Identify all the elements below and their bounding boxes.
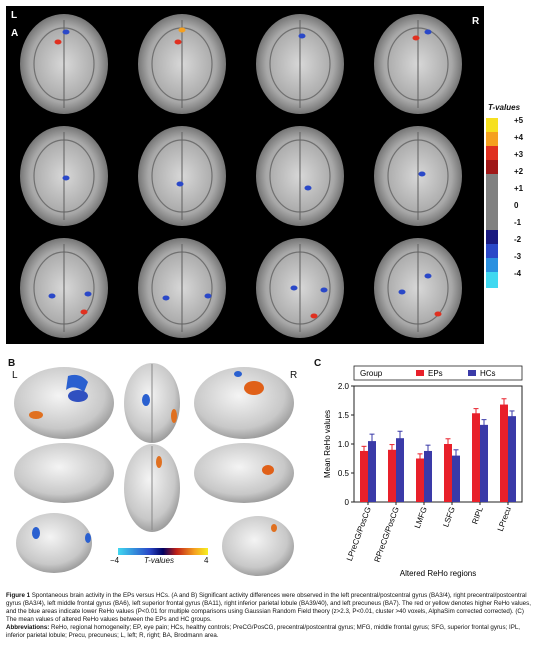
legend: Group EPs HCs: [353, 365, 523, 381]
x-tick-label: LPreCG/PosCG: [345, 506, 373, 563]
panel-b-label: B: [8, 358, 16, 369]
colorbar-tick: 0: [514, 201, 519, 210]
panel-b-right-marker: R: [290, 370, 298, 381]
x-tick-label: LPrecu: [496, 506, 513, 533]
panel-b-surface: B L R: [6, 358, 306, 588]
panel-b-left-marker: L: [12, 370, 18, 381]
y-tick-label: 0.5: [338, 469, 350, 478]
y-tick-label: 2.0: [338, 382, 350, 391]
colorbar-b-max: 4: [204, 556, 209, 565]
plot-frame: [353, 385, 523, 503]
axial-slice-7: [256, 126, 344, 226]
figure-caption: Figure 1 Spontaneous brain activity in t…: [6, 592, 536, 640]
colorbar-b-min: −4: [110, 556, 120, 565]
axial-slice-5: [20, 126, 108, 226]
bar-eps: [500, 404, 508, 502]
x-tick-label: RPreCG/PosCG: [373, 506, 401, 564]
bar-hcs: [396, 438, 404, 502]
colorbar-tick: -1: [514, 218, 522, 227]
bar-eps: [472, 413, 480, 502]
surface-renders: [14, 363, 294, 576]
colorbar-tick: -4: [514, 269, 522, 278]
axial-slice-2: [138, 14, 226, 114]
colorbar-tick: +2: [514, 167, 524, 176]
colorbar-tick: +3: [514, 150, 524, 159]
x-tick-label: LSFG: [441, 506, 457, 529]
colorbar-tick: +4: [514, 133, 524, 142]
axial-slice-8: [374, 126, 462, 226]
axial-slice-1: [20, 14, 108, 114]
legend-swatch: [468, 370, 476, 376]
axial-slice-4: [374, 14, 462, 114]
axial-slice-6: [138, 126, 226, 226]
colorbar-b-label: T-values: [144, 556, 174, 565]
bar-eps: [444, 444, 452, 502]
colorbar-tick: +5: [514, 116, 524, 125]
axial-slices: [20, 14, 462, 338]
bar-eps: [360, 450, 368, 502]
axial-slice-10: [138, 238, 226, 338]
bar-hcs: [480, 424, 488, 502]
figure-label: Figure 1: [6, 592, 31, 599]
legend-entry: EPs: [428, 369, 443, 378]
panel-c-label: C: [314, 358, 322, 369]
caption-body: Spontaneous brain activity in the EPs ve…: [6, 592, 531, 623]
x-axis-label: Altered ReHo regions: [400, 569, 476, 578]
rehobar-chart: 0 0.5 1.0 1.5 2.0 Mean ReHo values LPreCG/PosC…: [323, 365, 523, 578]
axial-slice-12: [374, 238, 462, 338]
colorbar-tick: -2: [514, 235, 522, 244]
axial-slice-3: [256, 14, 344, 114]
panel-c-chart: C 0 0.5 1.0 1.5 2.0 Mean ReHo values LPreCG/Po…: [312, 358, 538, 590]
y-tick-label: 1.5: [338, 411, 350, 420]
colorbar-title: T-values: [488, 103, 521, 112]
legend-swatch: [416, 370, 424, 376]
abbreviations-label: Abbreviations:: [6, 624, 50, 631]
abbreviations-body: ReHo, regional homogeneity; EP, eye pain…: [6, 624, 521, 639]
y-tick-label: 1.0: [338, 440, 350, 449]
bar-hcs: [508, 416, 516, 502]
bar-hcs: [452, 455, 460, 502]
right-marker: R: [472, 16, 480, 27]
legend-title: Group: [360, 369, 383, 378]
x-tick-label: LMFG: [413, 506, 429, 530]
axial-slice-9: [20, 238, 108, 338]
y-axis-label: Mean ReHo values: [323, 410, 332, 478]
y-tick-label: 0: [345, 498, 350, 507]
axial-slice-11: [256, 238, 344, 338]
colorbar: [486, 118, 498, 293]
left-marker: L: [11, 10, 18, 21]
colorbar-tick: -3: [514, 252, 522, 261]
x-tick-label: RIPL: [470, 505, 485, 525]
panel-a-label: A: [11, 28, 19, 39]
colorbar-tick: +1: [514, 184, 524, 193]
bar-eps: [416, 458, 424, 502]
bar-eps: [388, 449, 396, 502]
bar-hcs: [368, 441, 376, 502]
bar-hcs: [424, 450, 432, 502]
panel-a-slices: L A R: [6, 6, 484, 344]
legend-entry: HCs: [480, 369, 496, 378]
